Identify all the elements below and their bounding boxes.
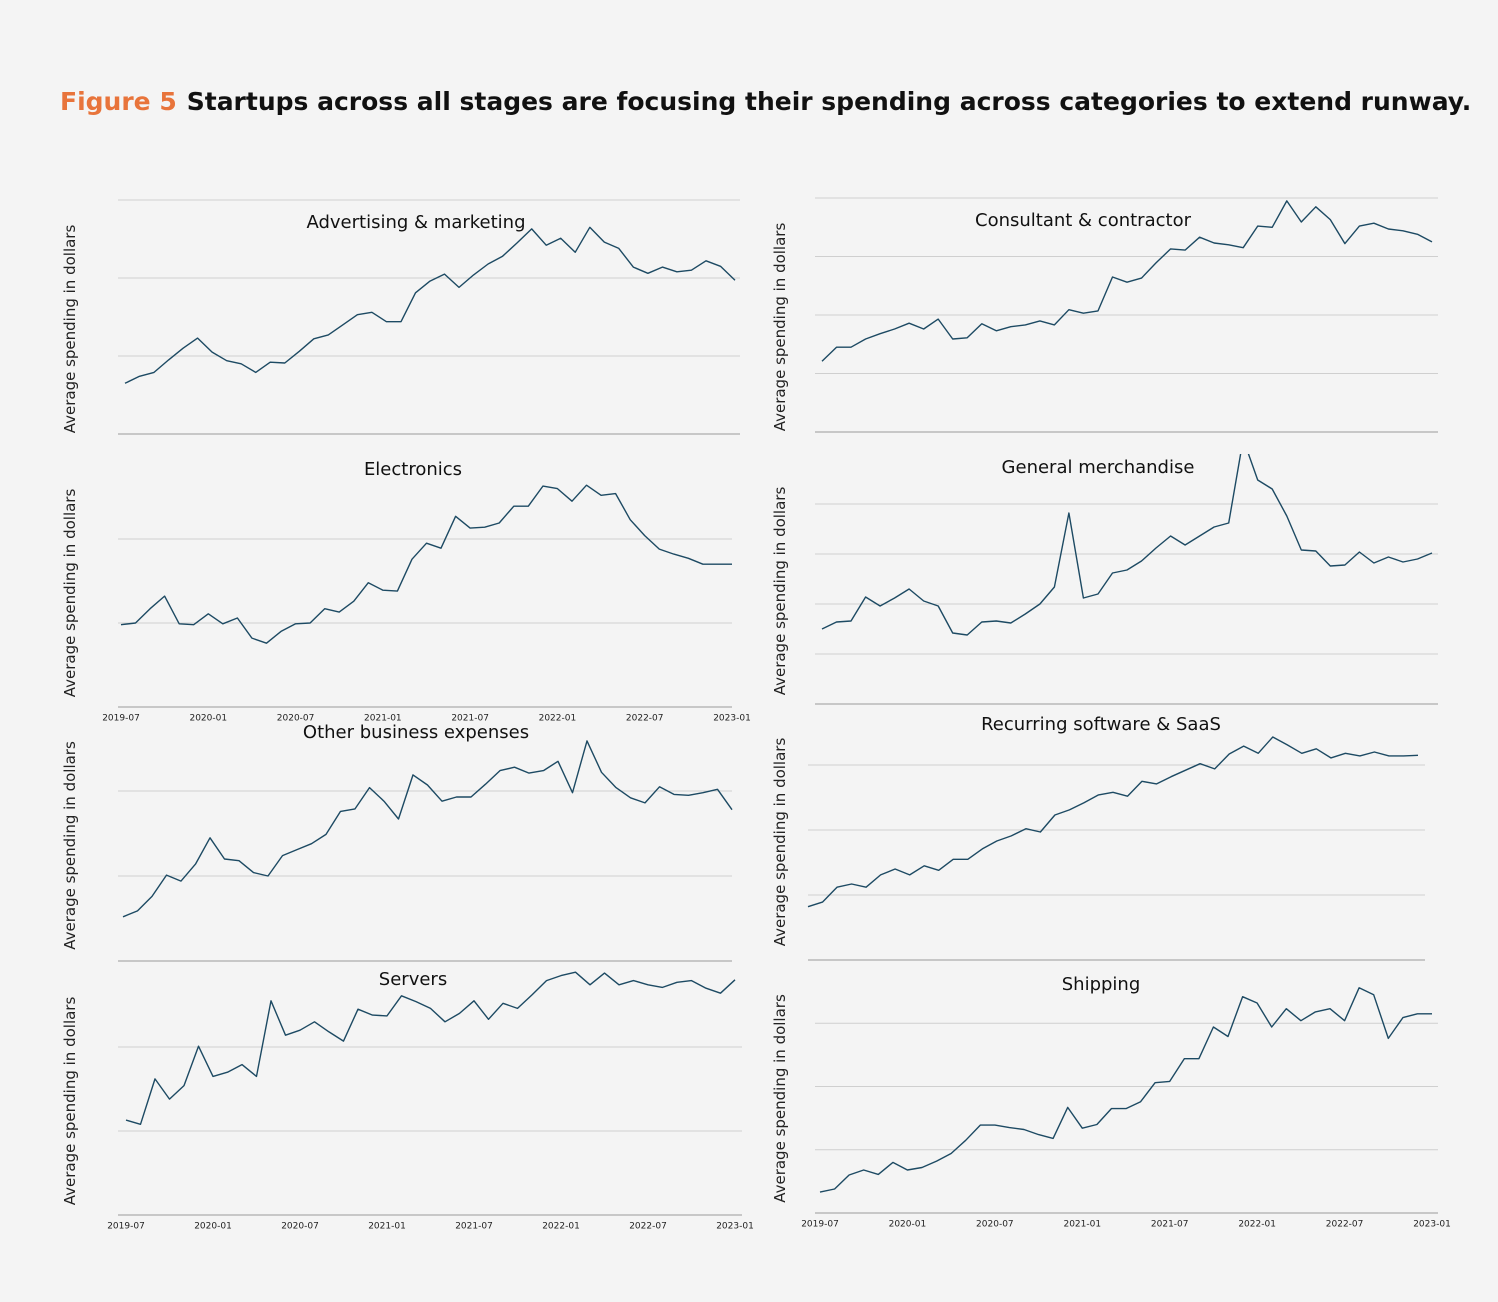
x-tick-label: 2023-01 (713, 714, 751, 724)
y-axis-label: Average spending in dollars (771, 994, 789, 1203)
data-line (821, 200, 1433, 362)
x-tick-label: 2021-01 (1063, 1220, 1101, 1230)
figure-heading: Figure 5 Startups across all stages are f… (60, 87, 1471, 116)
panel: General merchandise Average spending in d… (771, 454, 1438, 705)
panel: Advertising & marketing Average spending … (61, 199, 740, 435)
y-axis-label: Average spending in dollars (61, 741, 79, 950)
x-tick-label: 2022-07 (1326, 1220, 1364, 1230)
panel: Electronics Average spending in dollars 20… (61, 459, 751, 724)
panel: Consultant & contractor Average spending … (771, 197, 1438, 433)
y-axis-label: Average spending in dollars (771, 738, 789, 947)
panel-title: General merchandise (1002, 457, 1195, 478)
y-axis-label: Average spending in dollars (61, 997, 79, 1206)
panel-title: Advertising & marketing (306, 212, 525, 233)
x-tick-label: 2022-01 (1238, 1220, 1276, 1230)
panel-title: Servers (379, 969, 447, 990)
y-axis-label: Average spending in dollars (771, 487, 789, 696)
y-axis-label: Average spending in dollars (61, 489, 79, 698)
y-axis-label: Average spending in dollars (771, 223, 789, 432)
panel-title: Recurring software & SaaS (981, 714, 1221, 735)
panel-title: Other business expenses (303, 722, 529, 743)
data-line (124, 226, 736, 384)
x-tick-label: 2021-07 (455, 1222, 493, 1232)
data-line (122, 740, 733, 918)
x-tick-label: 2020-01 (189, 714, 227, 724)
panel-title: Consultant & contractor (975, 210, 1192, 231)
x-tick-label: 2020-07 (277, 714, 315, 724)
x-tick-label: 2021-01 (368, 1222, 406, 1232)
panel: Recurring software & SaaS Average spendin… (771, 714, 1425, 961)
x-tick-label: 2019-07 (102, 714, 140, 724)
panel-title: Electronics (364, 459, 462, 480)
x-tick-label: 2019-07 (107, 1222, 145, 1232)
data-line (120, 484, 732, 644)
panel: Shipping Average spending in dollars 2019-… (771, 974, 1451, 1230)
data-line (821, 454, 1433, 636)
x-tick-label: 2022-01 (539, 714, 577, 724)
x-tick-label: 2020-01 (889, 1220, 927, 1230)
data-line (819, 987, 1432, 1193)
x-tick-label: 2022-07 (626, 714, 664, 724)
x-tick-label: 2021-07 (1151, 1220, 1189, 1230)
panel-title: Shipping (1062, 974, 1141, 995)
figure-label: Figure 5 (60, 87, 177, 116)
x-tick-label: 2022-01 (542, 1222, 580, 1232)
data-line (125, 971, 736, 1125)
figure-title: Startups across all stages are focusing … (187, 87, 1472, 116)
x-tick-label: 2020-07 (976, 1220, 1014, 1230)
panel: Servers Average spending in dollars 2019-0… (61, 969, 754, 1232)
x-tick-label: 2020-01 (194, 1222, 232, 1232)
x-tick-label: 2022-07 (629, 1222, 667, 1232)
x-tick-label: 2020-07 (281, 1222, 319, 1232)
data-line (807, 736, 1419, 908)
x-tick-label: 2023-01 (716, 1222, 754, 1232)
x-tick-label: 2019-07 (801, 1220, 839, 1230)
y-axis-label: Average spending in dollars (61, 225, 79, 434)
x-tick-label: 2023-01 (1413, 1220, 1451, 1230)
x-tick-label: 2021-01 (364, 714, 402, 724)
panel: Other business expenses Average spending … (61, 722, 733, 962)
x-tick-label: 2021-07 (451, 714, 489, 724)
